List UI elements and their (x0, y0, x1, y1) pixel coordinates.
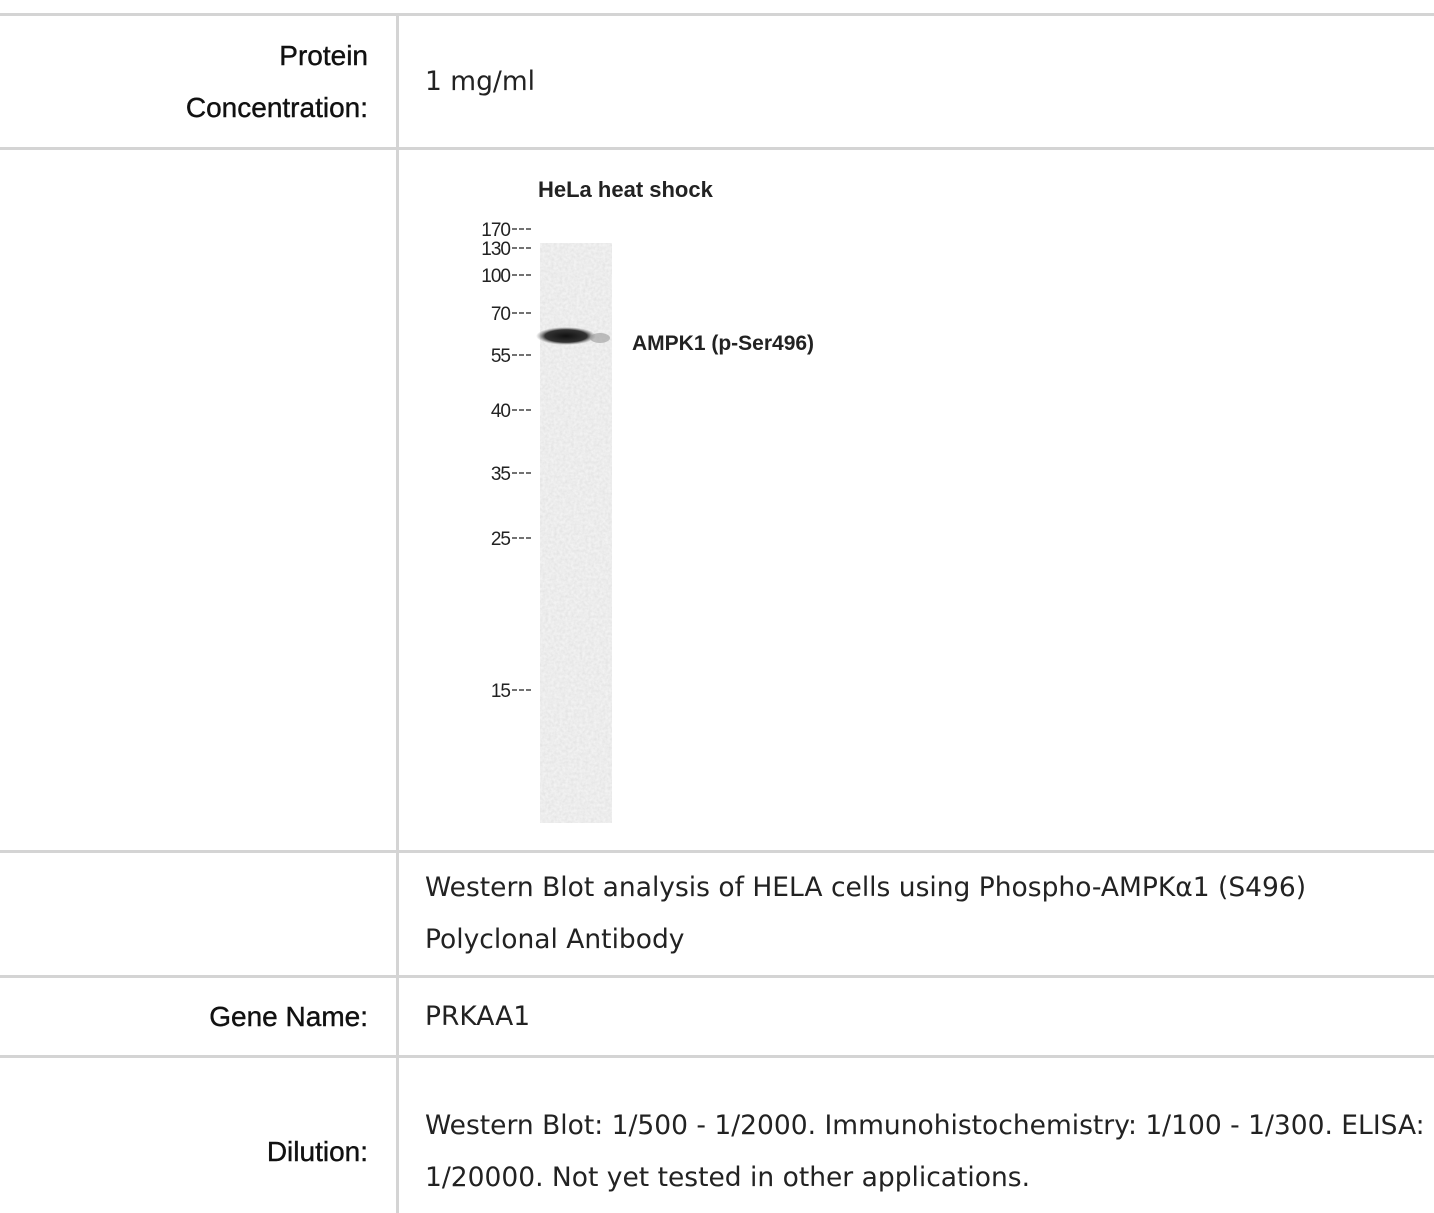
row-value: Western Blot analysis of HELA cells usin… (425, 872, 1307, 955)
marker-label: 130 (481, 239, 510, 260)
marker-label: 25 (491, 529, 511, 550)
row-label: Dilution: (266, 1135, 369, 1167)
marker-label: 35 (491, 464, 511, 485)
marker-label: 15 (491, 681, 511, 702)
table-row: Protein Concentration: 1 mg/ml (0, 13, 1434, 147)
table-row: Western Blot analysis of HELA cells usin… (0, 850, 1434, 975)
row-value: PRKAA1 (425, 1000, 531, 1032)
table-row: HeLa heat shock AMPK1 (p-Ser496) 170 130 1… (0, 147, 1434, 850)
marker-label: 170 (481, 220, 510, 241)
marker-label: 40 (491, 401, 511, 422)
row-label: Gene Name: (209, 1000, 368, 1032)
blot-title: HeLa heat shock (538, 177, 714, 202)
column-divider (396, 13, 399, 1213)
table-row: Dilution: Western Blot: 1/500 - 1/2000. … (0, 1055, 1434, 1213)
marker-label: 100 (481, 266, 510, 287)
row-value: 1 mg/ml (425, 65, 536, 97)
row-value: Western Blot: 1/500 - 1/2000. Immunohist… (425, 1109, 1425, 1193)
table-row: Gene Name: PRKAA1 (0, 975, 1434, 1055)
marker-label: 55 (491, 346, 511, 367)
marker-label: 70 (491, 304, 511, 325)
band (536, 327, 596, 345)
band-faint (590, 333, 610, 343)
band-label: AMPK1 (p-Ser496) (632, 332, 814, 355)
row-label: Protein Concentration: (185, 39, 369, 123)
